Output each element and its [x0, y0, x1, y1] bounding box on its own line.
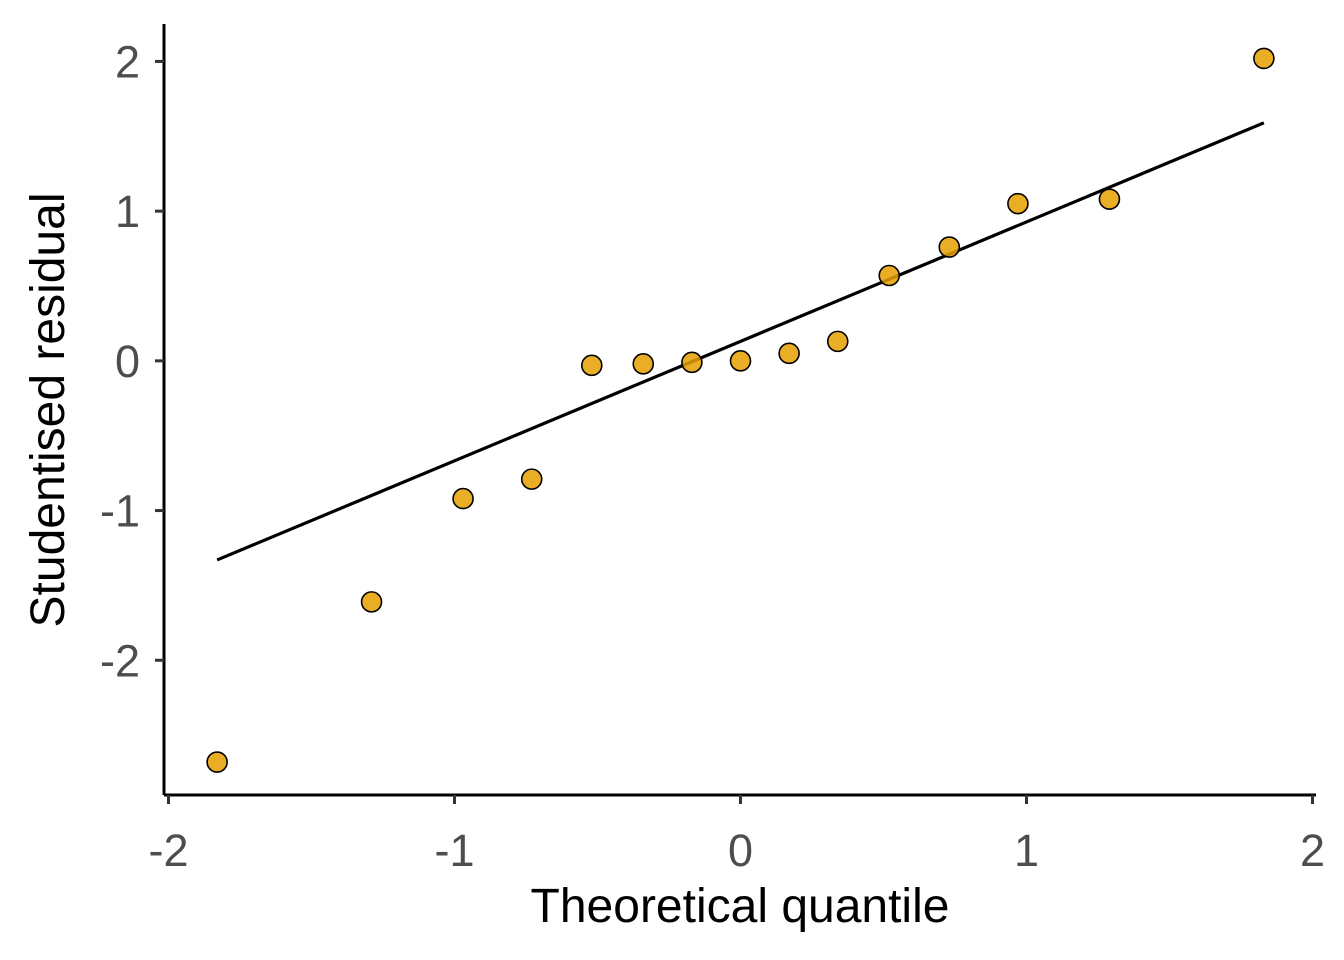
data-point	[878, 264, 901, 287]
x-tick-label: 0	[728, 825, 753, 876]
data-point	[729, 350, 752, 372]
data-point	[206, 751, 228, 773]
data-point	[778, 342, 800, 365]
y-axis-title: Studentised residual	[22, 193, 75, 628]
x-axis-title: Theoretical quantile	[531, 880, 950, 933]
points-group	[206, 47, 1275, 773]
data-point	[938, 236, 961, 258]
data-point	[681, 351, 703, 374]
data-point	[452, 487, 474, 510]
data-point	[520, 468, 543, 490]
data-point	[580, 354, 603, 377]
x-tick-label: 2	[1300, 825, 1325, 876]
reference-line-group	[216, 121, 1265, 562]
data-point	[1007, 192, 1029, 215]
y-tick-label: 2	[115, 36, 140, 87]
y-tick-label: 0	[115, 336, 140, 387]
x-tick-label: -1	[434, 825, 474, 876]
y-tick-label: 1	[115, 186, 140, 237]
data-point	[1253, 47, 1275, 70]
axes: -2 -1 0 1 2 -2 -1 0 1 2	[100, 24, 1325, 876]
x-tick-label: 1	[1014, 825, 1039, 876]
data-point	[360, 591, 383, 613]
data-point	[826, 330, 849, 353]
data-point	[632, 353, 655, 375]
x-tick-label: -2	[148, 825, 188, 876]
reference-line	[216, 121, 1265, 562]
data-point	[1098, 188, 1121, 210]
y-tick-label: -2	[100, 635, 140, 686]
y-tick-label: -1	[100, 486, 140, 537]
